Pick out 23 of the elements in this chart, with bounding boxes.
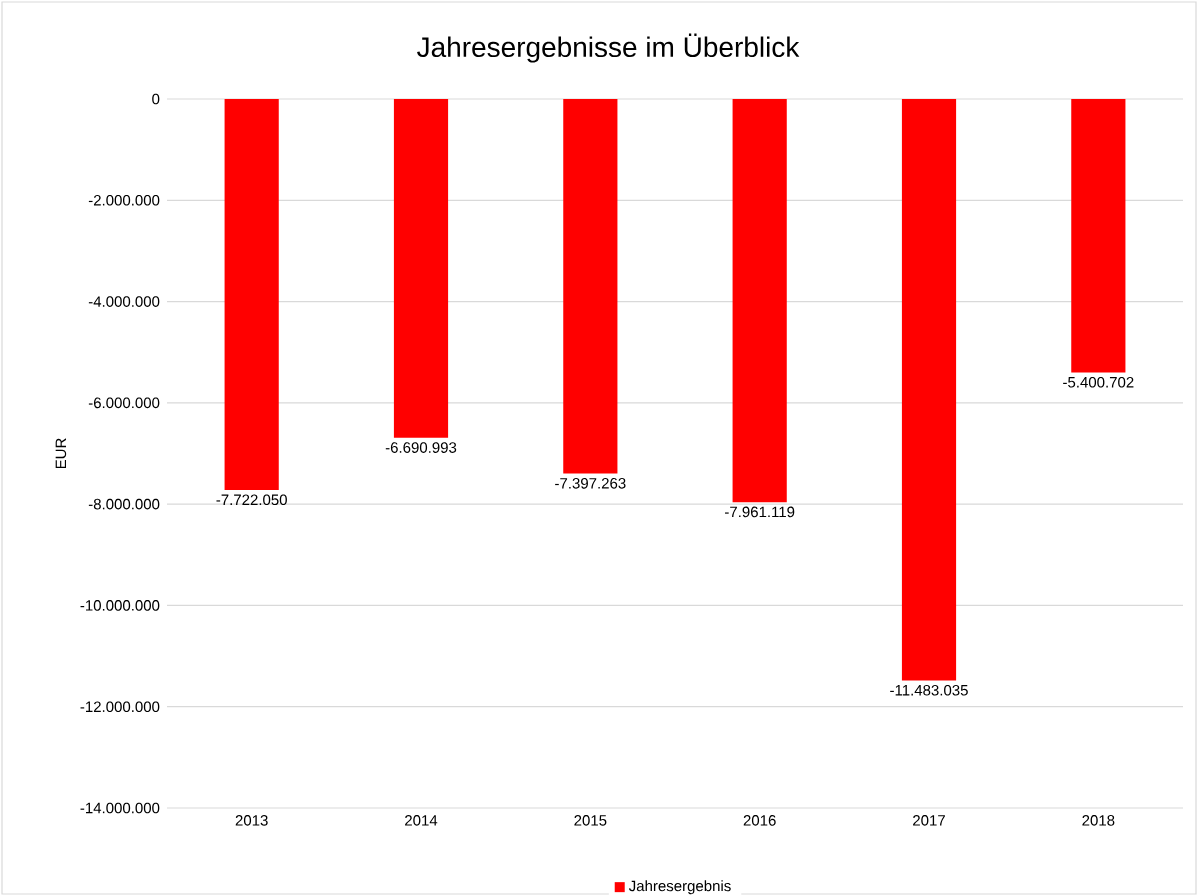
y-tick-label: -12.000.000: [80, 701, 160, 713]
data-label: -7.961.119: [725, 506, 795, 518]
data-label: -7.722.050: [216, 494, 287, 506]
y-tick-label: -2.000.000: [88, 194, 160, 206]
y-tick-label: 0: [152, 93, 160, 105]
legend-label: Jahresergebnis: [628, 880, 731, 895]
y-axis-title: EUR: [55, 438, 67, 469]
y-tick-label: -6.000.000: [88, 397, 160, 409]
x-tick-label: 2018: [1082, 815, 1115, 826]
data-label: -11.483.035: [890, 684, 968, 696]
data-label: -5.400.702: [1063, 376, 1134, 388]
y-tick-label: -4.000.000: [88, 296, 160, 307]
data-label: -6.690.993: [385, 442, 457, 453]
x-tick-label: 2016: [743, 815, 776, 826]
data-label: -7.397.263: [555, 478, 626, 489]
chart-title: Jahresergebnisse im Überblick: [417, 33, 800, 63]
y-tick-label: -8.000.000: [88, 498, 160, 510]
x-tick-label: 2013: [235, 815, 268, 826]
y-tick-label: -14.000.000: [80, 802, 160, 814]
y-tick-label: -10.000.000: [80, 600, 160, 611]
x-tick-label: 2015: [574, 815, 607, 826]
x-tick-label: 2017: [913, 815, 945, 826]
x-tick-label: 2014: [405, 815, 438, 826]
